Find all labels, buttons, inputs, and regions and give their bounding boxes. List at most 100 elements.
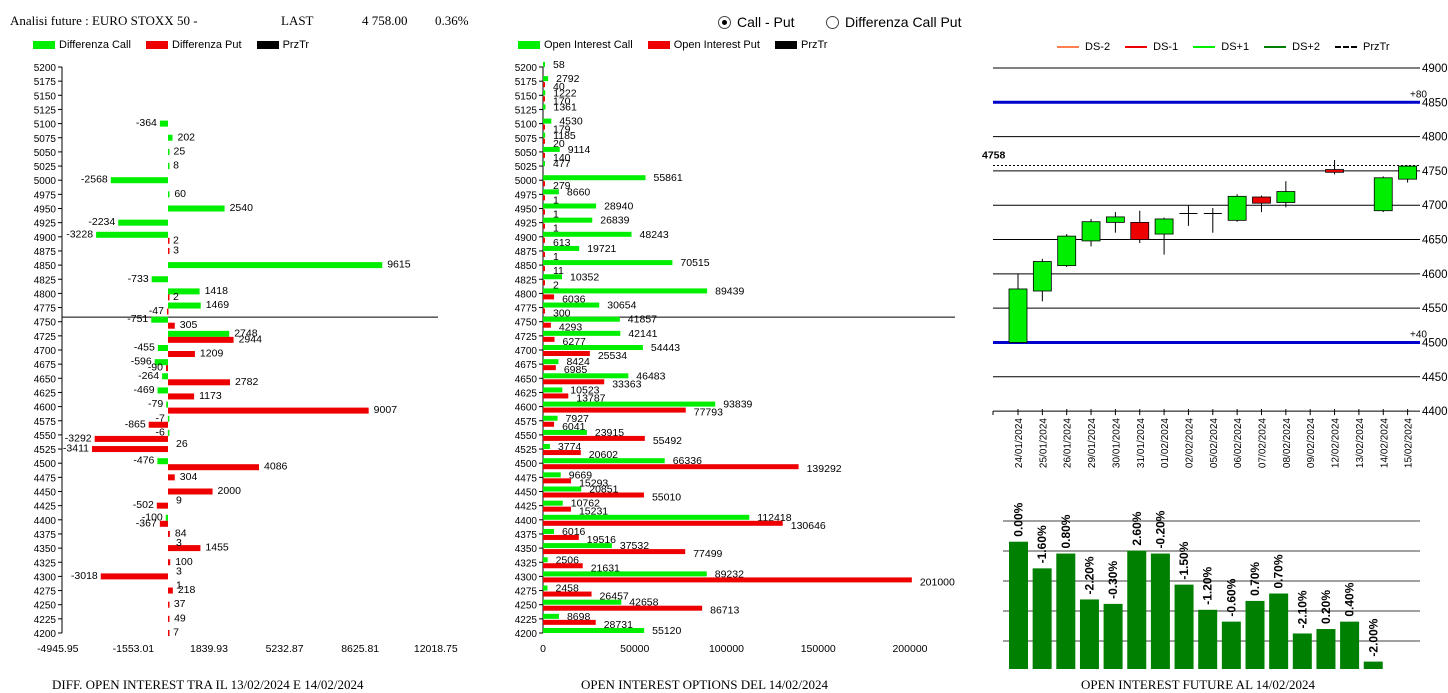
oi-strike-label: 4825 [515,275,538,286]
legend-item: PrzTr [256,39,309,51]
diff-call-bar [168,330,230,337]
oi-put-bar [543,379,605,385]
oi-put-label: 1 [553,209,559,221]
oi-strike-label: 4400 [515,516,538,527]
oi-put-bar [543,435,645,441]
diff-call-label: -2568 [81,174,108,186]
future-oi-bar [1292,633,1312,669]
radio-call-put[interactable]: Call - Put [718,14,795,30]
oi-strike-label: 5200 [515,63,538,74]
oi-call-label: 41857 [628,314,657,326]
oi-strike-label: 4225 [515,615,538,626]
candle-y-tick-label: 4450 [1422,372,1448,384]
oi-put-label: 140 [553,152,571,164]
diff-put-label: -3292 [65,432,92,444]
future-oi-label: -2.00% [1366,618,1380,656]
diff-put-label: 100 [175,556,193,568]
oi-put-bar [543,591,592,597]
legend-label: Open Interest Call [544,39,633,51]
oi-strike-label: 4275 [515,587,538,598]
oi-call-bar [543,217,593,223]
oi-call-label: 58 [553,59,565,71]
oi-strike-label: 4375 [515,530,538,541]
diff-call-bar [110,177,168,184]
future-oi-label: -2.20% [1082,556,1096,594]
candle-y-tick-label: 4500 [1422,337,1448,349]
future-oi-label: -0.60% [1224,578,1238,616]
future-oi-label: 0.20% [1319,590,1333,624]
oi-put-label: 6985 [564,364,588,376]
diff-put-bar [168,615,170,622]
diff-put-label: 37 [174,598,186,610]
oi-put-label: 77499 [693,548,722,560]
oi-call-bar [543,189,559,195]
oi-put-label: 279 [553,180,571,192]
diff-strike-label: 4200 [34,629,57,640]
oi-call-label: 26839 [600,215,629,227]
radio-differenza-call-put[interactable]: Differenza Call Put [826,14,961,30]
diff-call-bar [168,191,170,198]
future-oi-label: -0.30% [1106,561,1120,599]
diff-call-bar [157,387,168,394]
diff-call-label: -469 [134,384,155,396]
oi-put-label: 6277 [563,336,587,348]
oi-put-bar [543,181,545,187]
candle-date-label: 06/02/2024 [1233,418,1244,468]
future-oi-label: 0.70% [1272,554,1286,588]
diff-put-bar [168,294,170,301]
oi-put-label: 2 [553,279,559,291]
diff-put-label: 2 [173,234,179,246]
candle-date-label: 29/01/2024 [1087,418,1098,468]
legend-item: Open Interest Call [518,39,633,51]
diff-strike-label: 4300 [34,572,57,583]
oi-call-label: 46483 [636,370,665,382]
candle-y-tick-label: 4800 [1422,132,1448,144]
diff-strike-label: 5000 [34,176,57,187]
future-oi-bar [1363,661,1383,669]
oi-strike-label: 4550 [515,431,538,442]
candle-date-label: 26/01/2024 [1063,418,1074,468]
candle-up [1008,288,1028,343]
diff-put-bar [166,308,169,315]
diff-put-bar [168,545,201,552]
diff-call-bar [165,514,168,521]
candle-date-label: 13/02/2024 [1355,418,1366,468]
legend-line-coral [1057,46,1079,48]
diff-put-label: -90 [148,362,163,374]
candle-up [1227,195,1247,221]
diff-strike-label: 4350 [34,544,57,555]
oi-strike-label: 4800 [515,289,538,300]
diff-call-bar [167,415,170,422]
diff-x-tick-label: -1553.01 [113,643,155,655]
diff-call-label: -6 [156,426,165,438]
oi-call-bar [543,316,620,322]
candle-y-tick-label: 4550 [1422,303,1448,315]
candle-y-tick-label: 4750 [1422,166,1448,178]
legend-line-darkgreen [1264,46,1287,48]
candle-date-label: 08/02/2024 [1282,418,1293,468]
oi-strike-label: 5075 [515,134,538,145]
oi-call-bar [543,613,559,619]
legend-swatch-green [33,41,55,49]
candle-y-tick-label: 4600 [1422,269,1448,281]
oi-call-bar [543,260,673,266]
diff-strike-label: 5200 [34,63,57,74]
oi-put-label: 86713 [710,605,739,617]
oi-put-label: 55492 [653,435,682,447]
oi-put-label: 19516 [587,534,616,546]
oi-put-label: 77793 [694,407,723,419]
legend-oi: Open Interest Call Open Interest Put Prz… [518,39,839,52]
diff-call-label: -2234 [88,216,115,228]
oi-strike-label: 4975 [515,190,538,201]
oi-put-label: 170 [553,95,571,107]
future-oi-label: 0.70% [1248,562,1262,596]
legend-item: Differenza Call [33,39,131,51]
diff-put-label: -865 [125,418,146,430]
diff-call-label: 2540 [230,202,254,214]
diff-call-label: -455 [134,342,155,354]
diff-put-bar [168,393,195,400]
diff-put-bar [168,474,175,481]
diff-strike-label: 4425 [34,502,57,513]
oi-strike-label: 4925 [515,219,538,230]
oi-call-bar [543,76,549,82]
